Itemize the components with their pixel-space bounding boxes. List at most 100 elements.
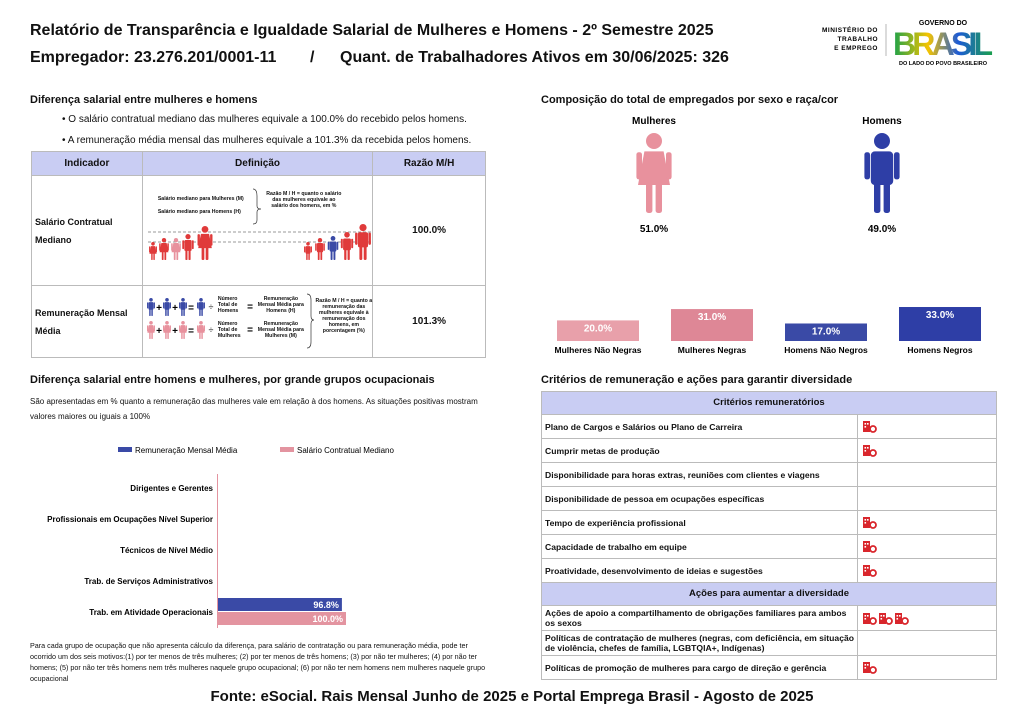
operator: + (156, 303, 162, 314)
head (185, 234, 191, 240)
description: São apresentadas em % quanto a remuneraç… (30, 397, 478, 421)
logo-text: E EMPREGO (834, 45, 878, 52)
leg (153, 252, 155, 260)
dress (198, 233, 212, 249)
dress (163, 325, 171, 333)
definition: + + = ÷ = + + = ÷ = Número Total de Homens Remune… (141, 285, 374, 358)
dress (147, 325, 155, 333)
criteria-label: Cumprir metas de produção (541, 438, 858, 463)
icon-cell (857, 558, 997, 583)
icon-part (867, 519, 869, 521)
arm (310, 246, 312, 253)
dress (197, 325, 205, 333)
arm (185, 325, 187, 332)
logo-text: GOVERNO DO (919, 20, 968, 27)
category-label: Trab. de Serviços Administrativos (84, 577, 213, 586)
leg (306, 252, 308, 260)
head (874, 133, 890, 149)
ratio: 101.3% (372, 285, 486, 358)
operator: = (247, 325, 253, 336)
icon-cell (857, 534, 997, 559)
icon-part (869, 449, 877, 457)
definition-text: Número Total de Mulheres (217, 321, 241, 339)
criteria-icon (863, 662, 877, 674)
arm (191, 240, 194, 250)
arm (327, 241, 330, 250)
criteria-row: Políticas de contratação de mulheres (ne… (541, 630, 997, 656)
head (149, 298, 153, 302)
indicator: Salário Contratual Mediano (31, 175, 143, 286)
head (201, 226, 209, 233)
definition-text: Salário mediano para Homens (H) (157, 209, 241, 215)
icon-part (864, 567, 867, 569)
leg (320, 251, 323, 260)
icon-cell (857, 486, 997, 511)
torso (184, 239, 192, 251)
definition-graphic (147, 188, 371, 260)
icon-cell (857, 630, 997, 656)
icon-part (869, 666, 877, 674)
leg (333, 250, 336, 260)
leg (188, 249, 191, 260)
logo-text: TRABALHO (838, 36, 878, 43)
leg (347, 248, 350, 260)
bar (899, 307, 981, 341)
arm (169, 325, 171, 332)
leg (201, 246, 205, 260)
criteria-row: Capacidade de trabalho em equipe (541, 534, 997, 559)
legend-swatch (280, 447, 294, 452)
bar-label: 31.0% (698, 312, 726, 323)
header-cell: Razão M/H (372, 151, 486, 176)
icon-cell (857, 438, 997, 463)
criteria-label: Políticas de promoção de mulheres para c… (541, 655, 858, 680)
legend-label: Salário Contratual Mediano (297, 446, 394, 455)
criteria-icon (863, 517, 877, 529)
woman-figure (636, 133, 672, 213)
figure-value: 49.0% (868, 224, 896, 235)
logo-text: MINISTÉRIO DO (822, 25, 878, 34)
legend-label: Remuneração Mensal Média (135, 446, 238, 455)
arm (196, 302, 199, 309)
ratio: 100.0% (372, 175, 486, 286)
torso (180, 302, 186, 310)
legend-swatch (118, 447, 132, 452)
leg (344, 248, 347, 260)
leg (646, 181, 653, 213)
icon-part (864, 614, 867, 617)
criteria-icon (863, 612, 877, 625)
category-label: Dirigentes e Gerentes (130, 484, 213, 493)
leg (330, 250, 333, 260)
figure-label: Mulheres (632, 116, 676, 127)
arm (894, 152, 900, 180)
section-header: Critérios remuneratórios (541, 391, 997, 415)
criteria-row: Cumprir metas de produção (541, 438, 997, 463)
arm (153, 302, 155, 309)
bar (557, 320, 639, 341)
leg (308, 252, 310, 260)
footer: Fonte: eSocial. Rais Mensal Junho de 202… (210, 688, 814, 705)
torso (148, 302, 154, 310)
arm (171, 243, 173, 251)
section-row: Ações para aumentar a diversidade (541, 582, 997, 606)
torso (870, 151, 894, 185)
logo-text: DO LADO DO POVO BRASILEIRO (899, 61, 988, 67)
arm (148, 246, 151, 253)
section-row: Critérios remuneratórios (541, 391, 997, 415)
man-figure (162, 298, 171, 316)
icon-part (863, 662, 870, 673)
definition-graphic: + + = ÷ = + + = ÷ = (146, 293, 314, 349)
head (359, 224, 367, 232)
logo-brasil: BRASIL (893, 26, 993, 62)
woman-figure (148, 242, 157, 260)
icon-part (864, 519, 867, 521)
icon-part (863, 517, 870, 528)
section-title: Diferença salarial entre homens e mulher… (30, 374, 435, 386)
torso (316, 243, 323, 253)
arm (185, 302, 187, 309)
bar (218, 612, 346, 625)
arm (864, 152, 870, 180)
icon-part (879, 612, 886, 624)
leg (883, 181, 890, 213)
leg (201, 331, 203, 339)
icon-part (863, 565, 870, 576)
